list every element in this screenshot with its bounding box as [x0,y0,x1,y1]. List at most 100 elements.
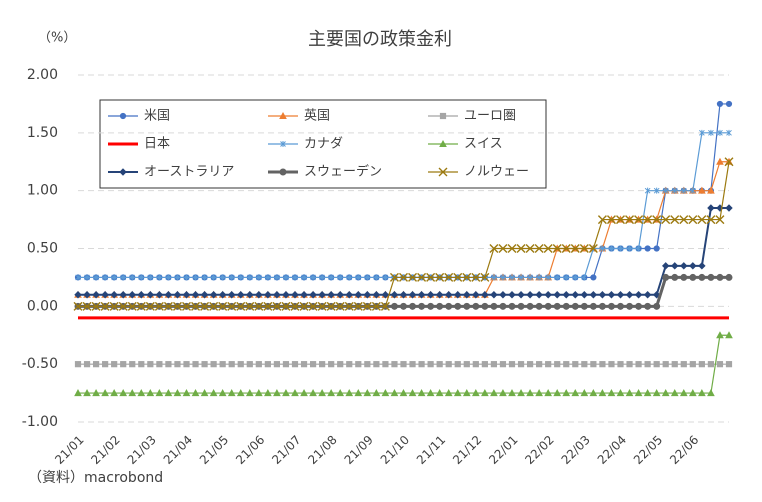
marker [254,389,263,397]
marker [554,361,561,368]
legend-label: スイス [464,137,503,152]
marker [580,302,588,310]
marker [726,129,732,136]
marker [707,273,715,281]
marker [147,274,154,281]
marker [192,274,199,281]
marker [716,157,724,165]
marker [436,361,443,368]
marker [463,361,470,368]
marker [337,361,344,368]
marker [299,301,309,311]
marker [74,389,82,397]
marker [581,274,588,281]
marker [146,389,155,397]
marker [472,291,480,299]
marker [707,186,715,194]
marker [671,273,679,281]
marker [509,274,515,281]
marker [101,291,109,299]
marker [381,291,390,299]
marker [128,389,137,397]
marker [236,301,246,311]
legend-label: スウェーデン [304,164,382,180]
x-tick-label: 21/02 [88,433,122,467]
marker [282,389,290,397]
marker [644,245,651,252]
marker [102,274,108,281]
marker [508,389,516,397]
marker [191,389,200,397]
y-tick-label: 0.00 [27,298,58,314]
marker [418,302,426,310]
marker [563,274,570,281]
marker [145,301,155,311]
marker [635,361,642,368]
marker [643,389,652,397]
marker [554,274,561,281]
marker [182,301,191,311]
marker [598,302,606,310]
marker [516,244,526,253]
marker [119,389,128,397]
marker [300,389,308,397]
marker [707,361,715,368]
x-tick-label: 22/01 [486,433,520,467]
marker [372,389,381,397]
marker [598,389,607,397]
marker [246,361,253,368]
marker [644,187,651,194]
x-tick-label: 21/07 [269,433,303,467]
marker [328,361,335,368]
marker [724,157,734,167]
marker [200,291,209,299]
marker [599,245,606,252]
marker [272,301,282,311]
marker [562,389,571,397]
marker [454,291,462,299]
marker [155,291,164,299]
marker [209,389,218,397]
marker [463,291,471,299]
marker [616,215,625,225]
marker [490,302,498,310]
marker [653,187,660,194]
marker [445,291,453,299]
marker [625,389,634,397]
marker [137,389,146,397]
marker [129,274,136,281]
marker [399,291,408,299]
marker [508,361,516,368]
marker [570,244,580,253]
marker [517,361,525,368]
marker [391,361,398,368]
marker [363,389,372,397]
marker [572,274,579,281]
marker [543,244,553,253]
legend-label: ノルウェー [464,165,529,180]
marker [182,389,191,397]
marker [228,274,235,281]
marker [73,301,83,311]
marker [716,331,724,339]
marker [381,389,390,397]
marker [346,274,353,281]
marker [373,274,380,281]
marker [228,291,236,299]
legend-label: 英国 [304,109,330,124]
marker [127,301,137,311]
marker [279,111,287,119]
marker [508,302,516,310]
marker [670,389,679,397]
marker [165,274,172,281]
marker [337,274,344,281]
marker [282,291,290,299]
marker [192,361,199,368]
marker [607,291,616,299]
marker [454,361,461,368]
marker [328,274,335,281]
marker [553,302,561,310]
marker [725,204,733,212]
marker [390,291,399,299]
marker [319,361,326,368]
